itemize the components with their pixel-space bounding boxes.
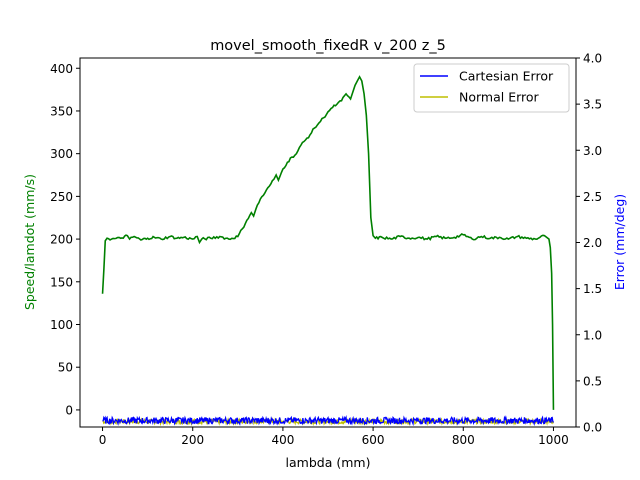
- y-left-tick-label: 100: [50, 318, 73, 332]
- x-tick-label: 800: [452, 433, 475, 447]
- chart-title: movel_smooth_fixedR v_200 z_5: [210, 38, 446, 54]
- legend: Cartesian Error Normal Error: [413, 63, 570, 113]
- speed-line: [101, 75, 555, 410]
- y-right-tick-label: 1.5: [583, 282, 602, 296]
- y-left-tick-label: 50: [58, 361, 73, 375]
- y-left-tick-label: 150: [50, 275, 73, 289]
- y-left-tick-label: 200: [50, 233, 73, 247]
- y-axis-right-label: Error (mm/deg): [612, 194, 627, 290]
- x-axis-label: lambda (mm): [286, 455, 371, 470]
- legend-box: [413, 63, 570, 113]
- y-right-tick-label: 3.5: [583, 98, 602, 112]
- y-left-tick-label: 400: [50, 62, 73, 76]
- plot-area: [101, 75, 555, 427]
- x-tick-label: 0: [99, 433, 107, 447]
- y-left-tick-label: 250: [50, 190, 73, 204]
- x-tick-label: 400: [271, 433, 294, 447]
- y-right-tick-label: 2.0: [583, 236, 602, 250]
- x-tick-label: 600: [362, 433, 385, 447]
- axes: 0 200 400 600 800 1000 0 50 100 150 200 250 300 350 40…: [50, 52, 602, 448]
- y-left-tick-label: 350: [50, 104, 73, 118]
- y-right-tick-label: 1.0: [583, 328, 602, 342]
- legend-label-cartesian: Cartesian Error: [459, 69, 554, 84]
- y-right-tick-label: 3.0: [583, 144, 602, 158]
- y-left-tick-label: 0: [65, 403, 73, 417]
- x-tick-label: 1000: [538, 433, 569, 447]
- legend-label-normal: Normal Error: [459, 90, 540, 105]
- y-right-tick-label: 0.0: [583, 421, 602, 435]
- y-left-tick-label: 300: [50, 147, 73, 161]
- error-line-cartesian-error: [102, 414, 555, 427]
- y-right-tick-label: 2.5: [583, 190, 602, 204]
- y-right-tick-label: 0.5: [583, 374, 602, 388]
- x-tick-label: 200: [181, 433, 204, 447]
- y-right-tick-label: 4.0: [583, 52, 602, 66]
- y-axis-left-label: Speed/lamdot (mm/s): [22, 174, 37, 310]
